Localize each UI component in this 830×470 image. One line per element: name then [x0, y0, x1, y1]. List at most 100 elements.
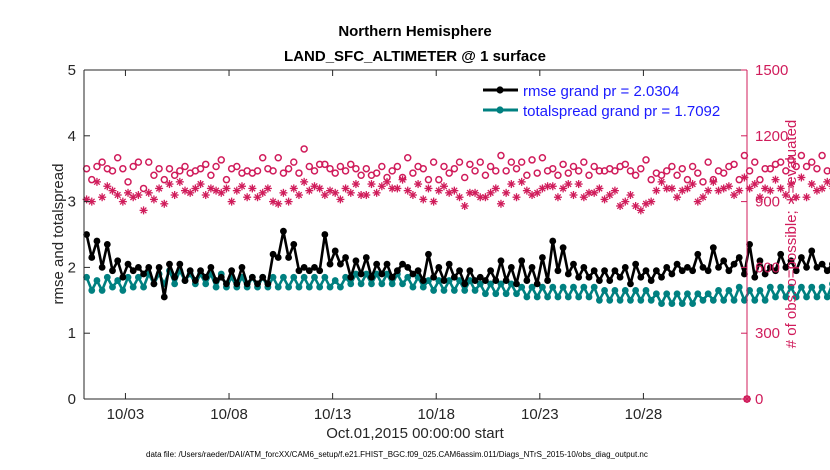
data-point: [124, 260, 132, 268]
data-point: [507, 264, 515, 271]
data-point: [285, 254, 292, 261]
data-point: [124, 273, 132, 281]
data-point: [502, 167, 510, 175]
data-point: [647, 296, 655, 304]
data-point: [776, 158, 785, 166]
data-point: [605, 191, 614, 200]
data-point: [274, 283, 282, 291]
legend: rmse grand pr = 2.0304 totalspread grand…: [483, 83, 720, 120]
data-point: [290, 158, 298, 166]
data-point: [611, 287, 619, 294]
asterisk-stroke: [751, 180, 759, 188]
data-point: [118, 197, 127, 206]
asterisk-stroke: [761, 185, 769, 192]
data-point: [730, 191, 739, 200]
asterisk-stroke: [575, 180, 582, 188]
data-point: [83, 231, 90, 238]
data-point: [538, 153, 547, 162]
data-point: [756, 287, 764, 294]
data-point: [181, 162, 189, 171]
data-point: [808, 247, 816, 255]
data-point: [735, 186, 744, 195]
data-point: [145, 264, 153, 271]
data-point: [637, 296, 645, 304]
data-point: [756, 257, 764, 265]
data-point: [414, 267, 422, 275]
data-point: [409, 270, 417, 278]
data-point: [642, 156, 650, 164]
data-point: [352, 270, 360, 278]
data-point: [243, 280, 251, 288]
data-point: [803, 293, 810, 301]
data-point: [782, 293, 790, 301]
data-point: [430, 273, 438, 281]
data-point: [109, 267, 116, 275]
data-point: [346, 188, 355, 197]
data-point: [627, 296, 634, 304]
asterisk-stroke: [482, 193, 489, 201]
asterisk-stroke: [280, 189, 287, 197]
asterisk-stroke: [171, 191, 178, 199]
data-point: [528, 156, 536, 164]
data-point: [378, 280, 386, 288]
asterisk-stroke: [363, 191, 370, 199]
plot-area: [84, 70, 747, 399]
asterisk-stroke: [254, 193, 261, 201]
data-point: [326, 164, 334, 173]
data-point: [539, 254, 546, 261]
data-point: [435, 277, 443, 284]
asterisk-stroke: [611, 187, 619, 194]
data-point: [212, 162, 220, 171]
series-rmse: [83, 227, 830, 301]
asterisk-stroke: [166, 180, 173, 188]
data-point: [553, 193, 562, 202]
data-point: [377, 182, 386, 191]
data-point: [269, 273, 277, 281]
asterisk-stroke: [104, 182, 111, 190]
asterisk-stroke: [466, 189, 474, 197]
asterisk-stroke: [533, 189, 541, 197]
data-point: [802, 162, 811, 171]
data-point: [201, 191, 210, 200]
x-tick-label: 10/18: [417, 406, 455, 423]
data-point: [419, 195, 428, 204]
data-point: [724, 182, 733, 191]
data-point: [336, 162, 345, 171]
asterisk-stroke: [767, 187, 774, 194]
asterisk-stroke: [730, 191, 738, 199]
data-point: [642, 287, 650, 294]
data-point: [404, 264, 412, 271]
asterisk-stroke: [197, 180, 204, 188]
data-point: [140, 283, 147, 291]
data-point: [347, 160, 355, 169]
data-point: [751, 273, 759, 281]
asterisk-stroke: [228, 198, 235, 205]
data-point: [740, 173, 749, 182]
data-point: [559, 283, 567, 291]
data-point: [611, 167, 619, 175]
data-point: [652, 186, 661, 195]
asterisk-stroke: [300, 178, 308, 186]
data-point: [207, 171, 215, 180]
data-point: [787, 283, 795, 291]
data-point: [507, 180, 516, 189]
data-point: [419, 164, 428, 173]
data-point: [528, 191, 537, 200]
data-point: [445, 277, 453, 284]
data-point: [321, 231, 329, 238]
data-point: [403, 153, 412, 162]
data-point: [315, 160, 324, 169]
data-point: [486, 188, 495, 197]
data-point: [455, 193, 464, 202]
asterisk-stroke: [710, 178, 717, 186]
data-point: [523, 171, 531, 180]
data-point: [683, 175, 692, 184]
data-point: [627, 280, 634, 288]
data-point: [807, 180, 816, 189]
data-point: [258, 153, 267, 162]
data-point: [129, 162, 137, 171]
asterisk-stroke: [502, 189, 510, 197]
data-point: [761, 296, 769, 304]
data-point: [678, 300, 686, 307]
data-point: [88, 254, 96, 261]
